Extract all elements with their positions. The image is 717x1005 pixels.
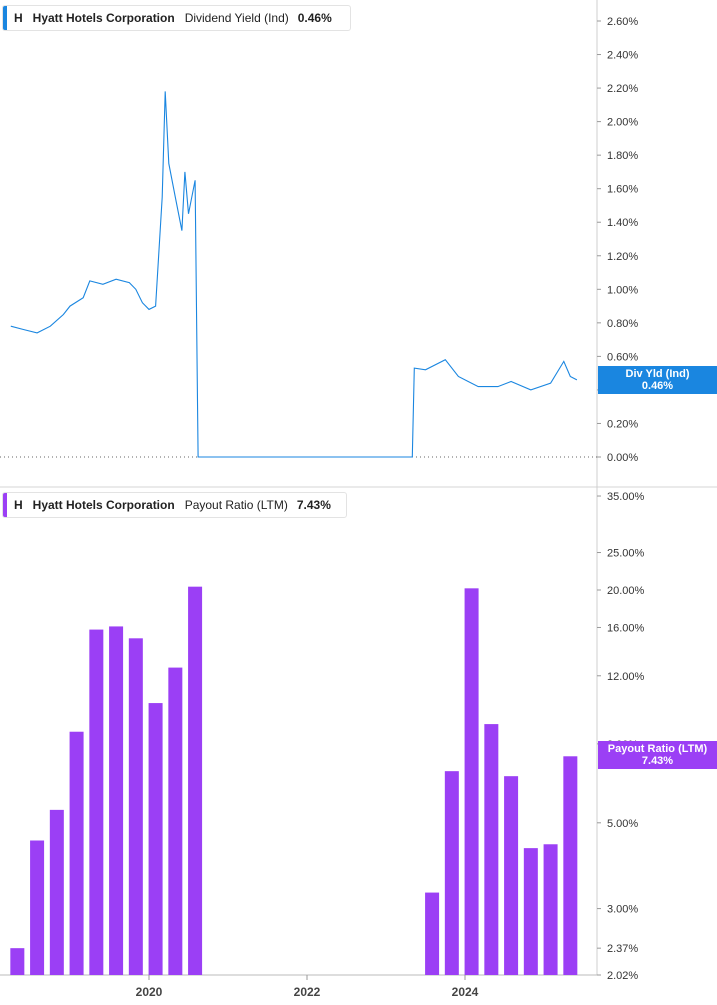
payout-ratio-bar	[69, 731, 84, 975]
dividend-yield-series	[10, 91, 578, 458]
payout-ratio-bar	[10, 948, 25, 975]
x-tick-label: 2024	[452, 985, 479, 999]
y-tick-label: 25.00%	[607, 548, 645, 560]
y-tick-label: 1.20%	[607, 251, 638, 263]
payout-ratio-tag-label: Payout Ratio (LTM)	[607, 743, 708, 755]
y-tick-label: 0.20%	[607, 418, 638, 430]
y-tick-label: 2.60%	[607, 16, 638, 28]
payout-ratio-bar	[30, 840, 45, 975]
y-tick-label: 2.40%	[607, 50, 638, 62]
bottom-legend-ticker: H	[14, 498, 23, 512]
payout-ratio-bar	[89, 629, 104, 975]
y-tick-label: 0.60%	[607, 351, 638, 363]
payout-ratio-bar	[444, 771, 459, 975]
payout-ratio-bar	[484, 724, 499, 975]
payout-ratio-bar	[188, 586, 203, 975]
y-tick-label: 2.37%	[607, 943, 638, 955]
y-tick-label: 2.20%	[607, 83, 638, 95]
top-legend-metric: Dividend Yield (Ind)	[184, 11, 289, 25]
payout-ratio-bar	[49, 809, 64, 975]
y-tick-label: 1.80%	[607, 150, 638, 162]
top-legend-company: Hyatt Hotels Corporation	[32, 11, 175, 25]
bottom-legend-metric: Payout Ratio (LTM)	[184, 498, 288, 512]
bottom-legend-company: Hyatt Hotels Corporation	[32, 498, 175, 512]
payout-ratio-bar	[148, 703, 163, 975]
y-tick-label: 35.00%	[607, 491, 645, 503]
x-axis: 2020 2022 2024	[136, 975, 479, 999]
bottom-legend: H Hyatt Hotels Corporation Payout Ratio …	[2, 492, 347, 518]
payout-ratio-bar	[128, 638, 143, 975]
payout-ratio-bar	[168, 667, 183, 975]
y-tick-label: 5.00%	[607, 818, 638, 830]
payout-ratio-tag-value: 7.43%	[641, 755, 674, 767]
payout-ratio-bar	[543, 844, 558, 975]
y-tick-label: 0.80%	[607, 318, 638, 330]
y-tick-label: 1.00%	[607, 284, 638, 296]
payout-ratio-axis-tag: Payout Ratio (LTM) 7.43%	[598, 741, 717, 769]
dividend-yield-line	[10, 91, 578, 458]
top-y-axis: 0.00%0.20%0.40%0.60%0.80%1.00%1.20%1.40%…	[597, 16, 638, 464]
y-tick-label: 20.00%	[607, 585, 645, 597]
payout-ratio-bar	[504, 776, 519, 975]
x-tick-label: 2020	[136, 985, 163, 999]
x-tick-label: 2022	[294, 985, 321, 999]
y-tick-label: 0.00%	[607, 452, 638, 464]
bottom-y-axis: 2.02%2.37%3.00%5.00%8.00%12.00%16.00%20.…	[597, 491, 645, 982]
dividend-yield-tag-value: 0.46%	[641, 380, 674, 392]
bottom-legend-color-bar	[3, 493, 7, 517]
y-tick-label: 2.00%	[607, 117, 638, 129]
dividend-yield-tag-label: Div Yld (Ind)	[625, 368, 690, 380]
y-tick-label: 2.02%	[607, 970, 638, 982]
top-legend: H Hyatt Hotels Corporation Dividend Yiel…	[2, 5, 351, 31]
payout-ratio-bar	[109, 626, 124, 975]
dividend-yield-axis-tag: Div Yld (Ind) 0.46%	[598, 366, 717, 394]
y-tick-label: 3.00%	[607, 904, 638, 916]
top-legend-color-bar	[3, 6, 7, 30]
payout-ratio-bar	[563, 756, 578, 975]
top-legend-value: 0.46%	[297, 11, 332, 25]
payout-ratio-bar	[464, 588, 479, 975]
bottom-legend-value: 7.43%	[296, 498, 331, 512]
y-tick-label: 1.60%	[607, 184, 638, 196]
top-legend-ticker: H	[14, 11, 23, 25]
y-tick-label: 16.00%	[607, 622, 645, 634]
payout-ratio-bar	[523, 848, 538, 975]
y-tick-label: 1.40%	[607, 217, 638, 229]
payout-ratio-bar	[425, 892, 440, 975]
payout-ratio-bars	[10, 586, 578, 975]
y-tick-label: 12.00%	[607, 671, 645, 683]
